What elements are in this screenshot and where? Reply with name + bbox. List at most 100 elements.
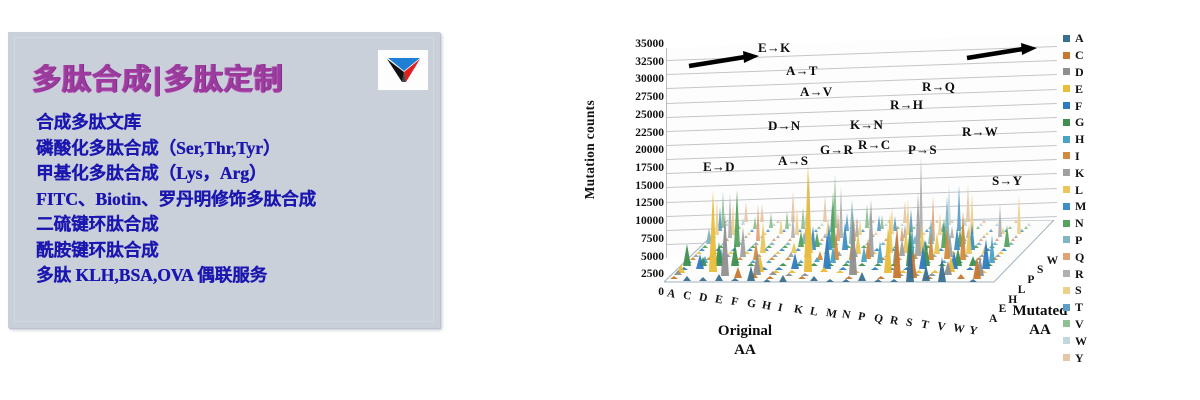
data-cone <box>934 231 941 254</box>
data-cone <box>740 227 747 258</box>
data-cone <box>1026 222 1031 226</box>
data-cone <box>810 263 819 267</box>
data-cone <box>791 252 800 269</box>
data-cone <box>816 225 821 229</box>
data-cone <box>759 221 766 253</box>
data-cone <box>785 210 790 229</box>
legend-label: G <box>1075 115 1085 130</box>
legend-label: F <box>1075 98 1083 113</box>
data-cone <box>931 196 936 242</box>
legend-item-I[interactable]: I <box>1063 148 1103 165</box>
data-cone <box>934 219 939 223</box>
legend-label: H <box>1075 132 1085 147</box>
data-cone <box>778 274 787 282</box>
data-cone <box>937 256 946 282</box>
data-cone <box>721 213 730 276</box>
data-cone <box>944 226 950 260</box>
chart-annotation: R→W <box>962 124 998 139</box>
legend-item-C[interactable]: C <box>1063 47 1103 64</box>
legend-label: C <box>1075 48 1084 63</box>
data-cone <box>800 232 807 245</box>
data-cone <box>988 229 993 233</box>
data-cone <box>940 217 947 248</box>
legend-swatch-icon <box>1063 135 1070 143</box>
legend-item-N[interactable]: N <box>1063 215 1103 232</box>
legend-item-H[interactable]: H <box>1063 131 1103 148</box>
data-cone <box>874 232 879 236</box>
data-cone <box>969 223 976 251</box>
legend-swatch-icon <box>1063 102 1070 110</box>
data-cone <box>788 251 795 257</box>
data-cone <box>775 266 784 270</box>
data-cone <box>810 276 819 282</box>
data-cone <box>893 216 898 232</box>
data-cone <box>778 247 785 251</box>
data-cone <box>743 250 750 254</box>
data-cone <box>1004 225 1011 248</box>
data-cone <box>893 225 902 279</box>
data-cone <box>829 191 836 248</box>
legend-item-K[interactable]: K <box>1063 164 1103 181</box>
legend-label: N <box>1075 216 1084 231</box>
original-aa-tick: W <box>952 322 966 337</box>
legend-item-T[interactable]: T <box>1063 299 1103 316</box>
data-cone <box>753 241 760 260</box>
data-cone <box>982 219 987 223</box>
gridline <box>667 74 1057 90</box>
legend-label: S <box>1075 283 1082 298</box>
legend-item-L[interactable]: L <box>1063 181 1103 198</box>
data-cone <box>899 238 906 257</box>
data-cone <box>785 241 792 245</box>
data-cone <box>880 241 887 245</box>
legend-swatch-icon <box>1063 202 1070 210</box>
data-cone <box>762 247 769 251</box>
legend-item-S[interactable]: S <box>1063 282 1103 299</box>
y-axis-tick: 25000 <box>635 108 664 121</box>
legend-item-W[interactable]: W <box>1063 332 1103 349</box>
data-cone <box>772 238 777 242</box>
data-cone <box>737 257 744 261</box>
legend-item-A[interactable]: A <box>1063 30 1103 47</box>
data-cone <box>912 235 919 245</box>
legend-item-G[interactable]: G <box>1063 114 1103 131</box>
data-cone <box>861 229 866 233</box>
data-cone <box>880 257 887 261</box>
y-axis-tick: 27500 <box>635 91 664 104</box>
y-axis-tick: 10000 <box>635 215 664 228</box>
data-cone <box>877 241 884 264</box>
data-cone <box>772 254 779 258</box>
legend-item-Y[interactable]: Y <box>1063 349 1103 366</box>
data-cone <box>937 213 942 235</box>
legend-item-F[interactable]: F <box>1063 97 1103 114</box>
data-cone <box>816 251 823 261</box>
legend-swatch-icon <box>1063 118 1070 126</box>
data-cone <box>858 219 863 235</box>
data-cone <box>839 266 848 270</box>
legend-item-P[interactable]: P <box>1063 232 1103 249</box>
legend-label: Y <box>1075 350 1084 365</box>
legend-swatch-icon <box>1063 169 1070 177</box>
data-cone <box>848 211 857 275</box>
data-cone <box>1023 225 1028 229</box>
legend-label: A <box>1075 31 1084 46</box>
legend-item-E[interactable]: E <box>1063 80 1103 97</box>
legend-item-M[interactable]: M <box>1063 198 1103 215</box>
y-axis-tick: 2500 <box>641 268 664 281</box>
data-cone <box>759 203 764 222</box>
legend-label: R <box>1075 266 1084 281</box>
data-cone <box>734 190 741 248</box>
legend-item-Q[interactable]: Q <box>1063 248 1103 265</box>
y-axis-tick: 12500 <box>635 197 664 210</box>
y-axis-tick: 20000 <box>635 144 664 157</box>
data-cone <box>909 208 914 232</box>
legend-item-R[interactable]: R <box>1063 265 1103 282</box>
data-cone <box>985 232 990 236</box>
legend-item-V[interactable]: V <box>1063 316 1103 333</box>
legend-swatch-icon <box>1063 286 1070 294</box>
data-cone <box>874 263 883 267</box>
data-cone <box>673 269 682 275</box>
legend-item-D[interactable]: D <box>1063 64 1103 81</box>
data-cone <box>730 278 739 282</box>
data-cone <box>800 272 809 276</box>
